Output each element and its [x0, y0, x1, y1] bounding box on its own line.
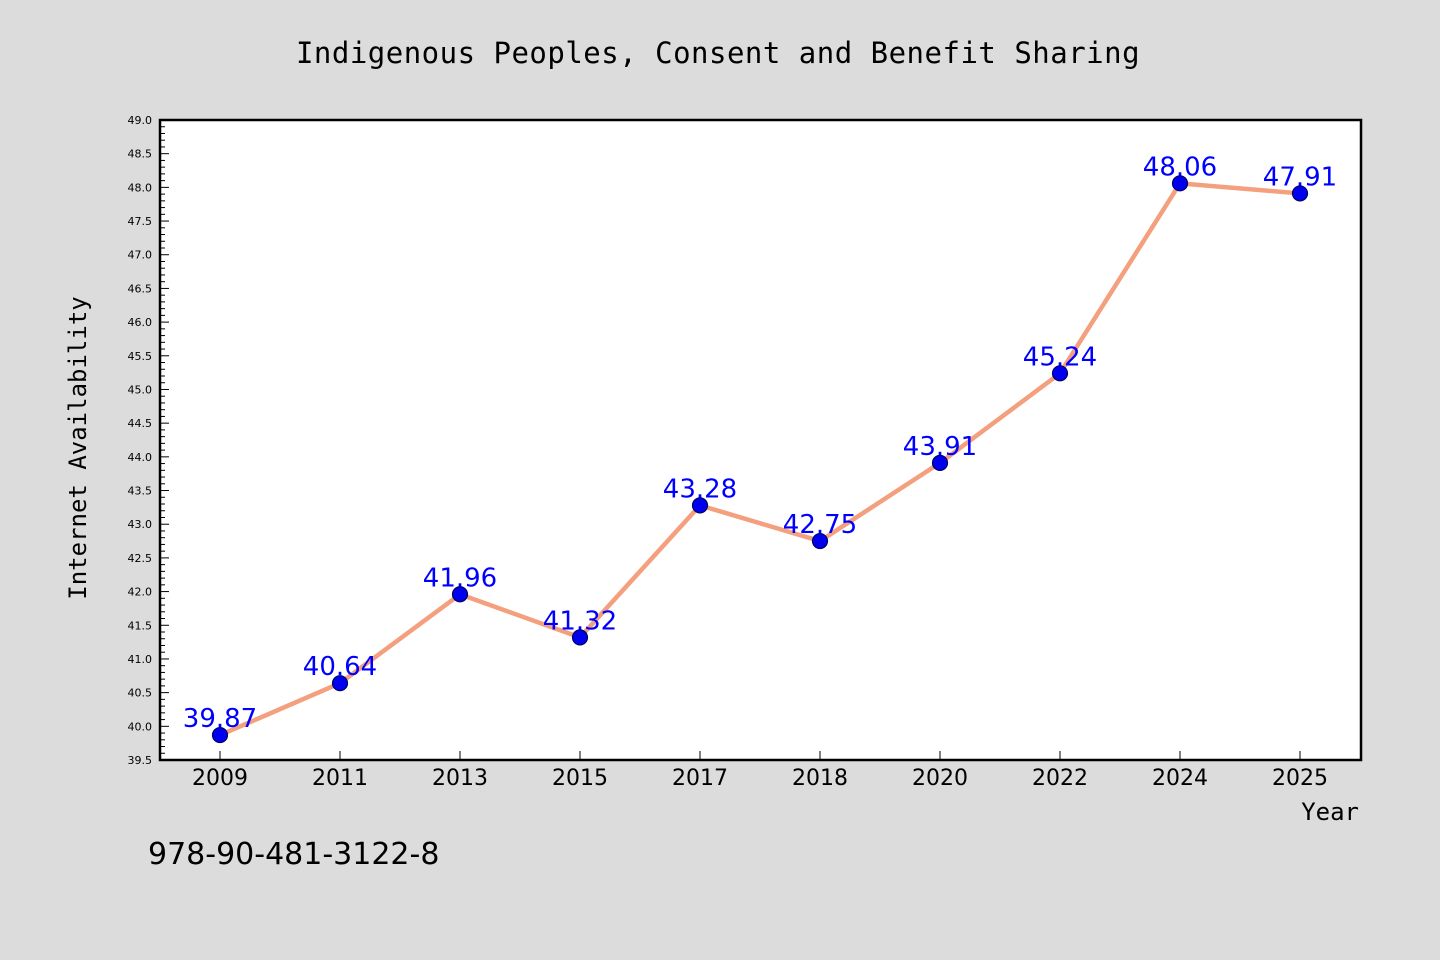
y-tick-label: 47.0 — [128, 249, 153, 262]
y-tick-label: 40.5 — [128, 687, 153, 700]
series — [211, 175, 1309, 744]
x-axis: 2009 2011 2013 2015 2017 2018 2020 2022 2024 2025 — [192, 751, 1328, 791]
data-point — [1051, 365, 1069, 382]
data-point — [211, 726, 229, 744]
data-point — [811, 532, 829, 550]
data-point — [931, 454, 949, 472]
y-tick-label: 45.0 — [128, 383, 153, 396]
y-tick-label: 46.5 — [128, 282, 153, 295]
y-tick-label: 43.5 — [128, 485, 153, 498]
y-tick-label: 48.5 — [128, 148, 153, 161]
data-label: 45.24 — [1023, 342, 1097, 372]
y-tick-label: 41.5 — [128, 619, 153, 632]
y-tick-label: 48.0 — [128, 181, 153, 194]
data-point — [331, 675, 349, 692]
y-tick-label: 39.5 — [128, 754, 153, 767]
y-tick-label: 45.5 — [128, 350, 153, 363]
x-tick-label: 2020 — [912, 766, 968, 791]
y-tick-label: 44.0 — [128, 451, 153, 464]
data-label: 39.87 — [183, 704, 257, 734]
y-tick-label: 44.5 — [128, 417, 153, 430]
x-tick-label: 2009 — [192, 766, 248, 791]
series-line — [217, 181, 1303, 738]
x-tick-label: 2022 — [1032, 766, 1088, 791]
data-point — [571, 629, 589, 646]
plot-frame — [158, 118, 1363, 762]
y-tick-label: 46.0 — [128, 316, 153, 329]
x-tick-label: 2025 — [1272, 766, 1328, 791]
chart-title: Indigenous Peoples, Consent and Benefit … — [296, 36, 1140, 70]
data-label: 42.75 — [783, 510, 857, 540]
y-tick-label: 42.5 — [128, 552, 153, 565]
data-label: 40.64 — [303, 652, 377, 682]
y-tick-label: 47.5 — [128, 215, 153, 228]
data-point — [1291, 185, 1309, 202]
data-point — [691, 497, 709, 514]
x-tick-label: 2015 — [552, 766, 608, 791]
data-label: 41.96 — [423, 563, 497, 593]
isbn-text: 978-90-481-3122-8 — [148, 837, 439, 872]
y-axis: 39.5 40.0 40.5 41.0 41.5 42.0 42.5 43.0 43.5 44.0… — [128, 114, 169, 767]
y-tick-label: 49.0 — [128, 114, 153, 127]
x-tick-label: 2011 — [312, 766, 368, 791]
x-axis-label: Year — [1301, 798, 1359, 826]
x-tick-label: 2024 — [1152, 766, 1208, 791]
data-label: 41.32 — [543, 606, 617, 636]
data-label: 47.91 — [1263, 162, 1337, 192]
data-point — [1171, 175, 1189, 192]
data-label: 48.06 — [1143, 152, 1217, 182]
y-tick-label: 41.0 — [128, 653, 153, 666]
data-point — [451, 586, 469, 603]
data-label: 43.91 — [903, 432, 977, 462]
x-tick-label: 2017 — [672, 766, 728, 791]
x-tick-label: 2013 — [432, 766, 488, 791]
x-tick-label: 2018 — [792, 766, 848, 791]
plot-area — [160, 120, 1361, 760]
y-tick-label: 42.0 — [128, 586, 153, 599]
y-axis-label: Internet Availability — [64, 296, 92, 599]
value-labels: 39.87 40.64 41.96 41.32 43.28 42.75 43.91 45.24… — [183, 152, 1337, 734]
data-label: 43.28 — [663, 474, 737, 504]
y-tick-label: 40.0 — [128, 720, 153, 733]
y-tick-label: 43.0 — [128, 518, 153, 531]
